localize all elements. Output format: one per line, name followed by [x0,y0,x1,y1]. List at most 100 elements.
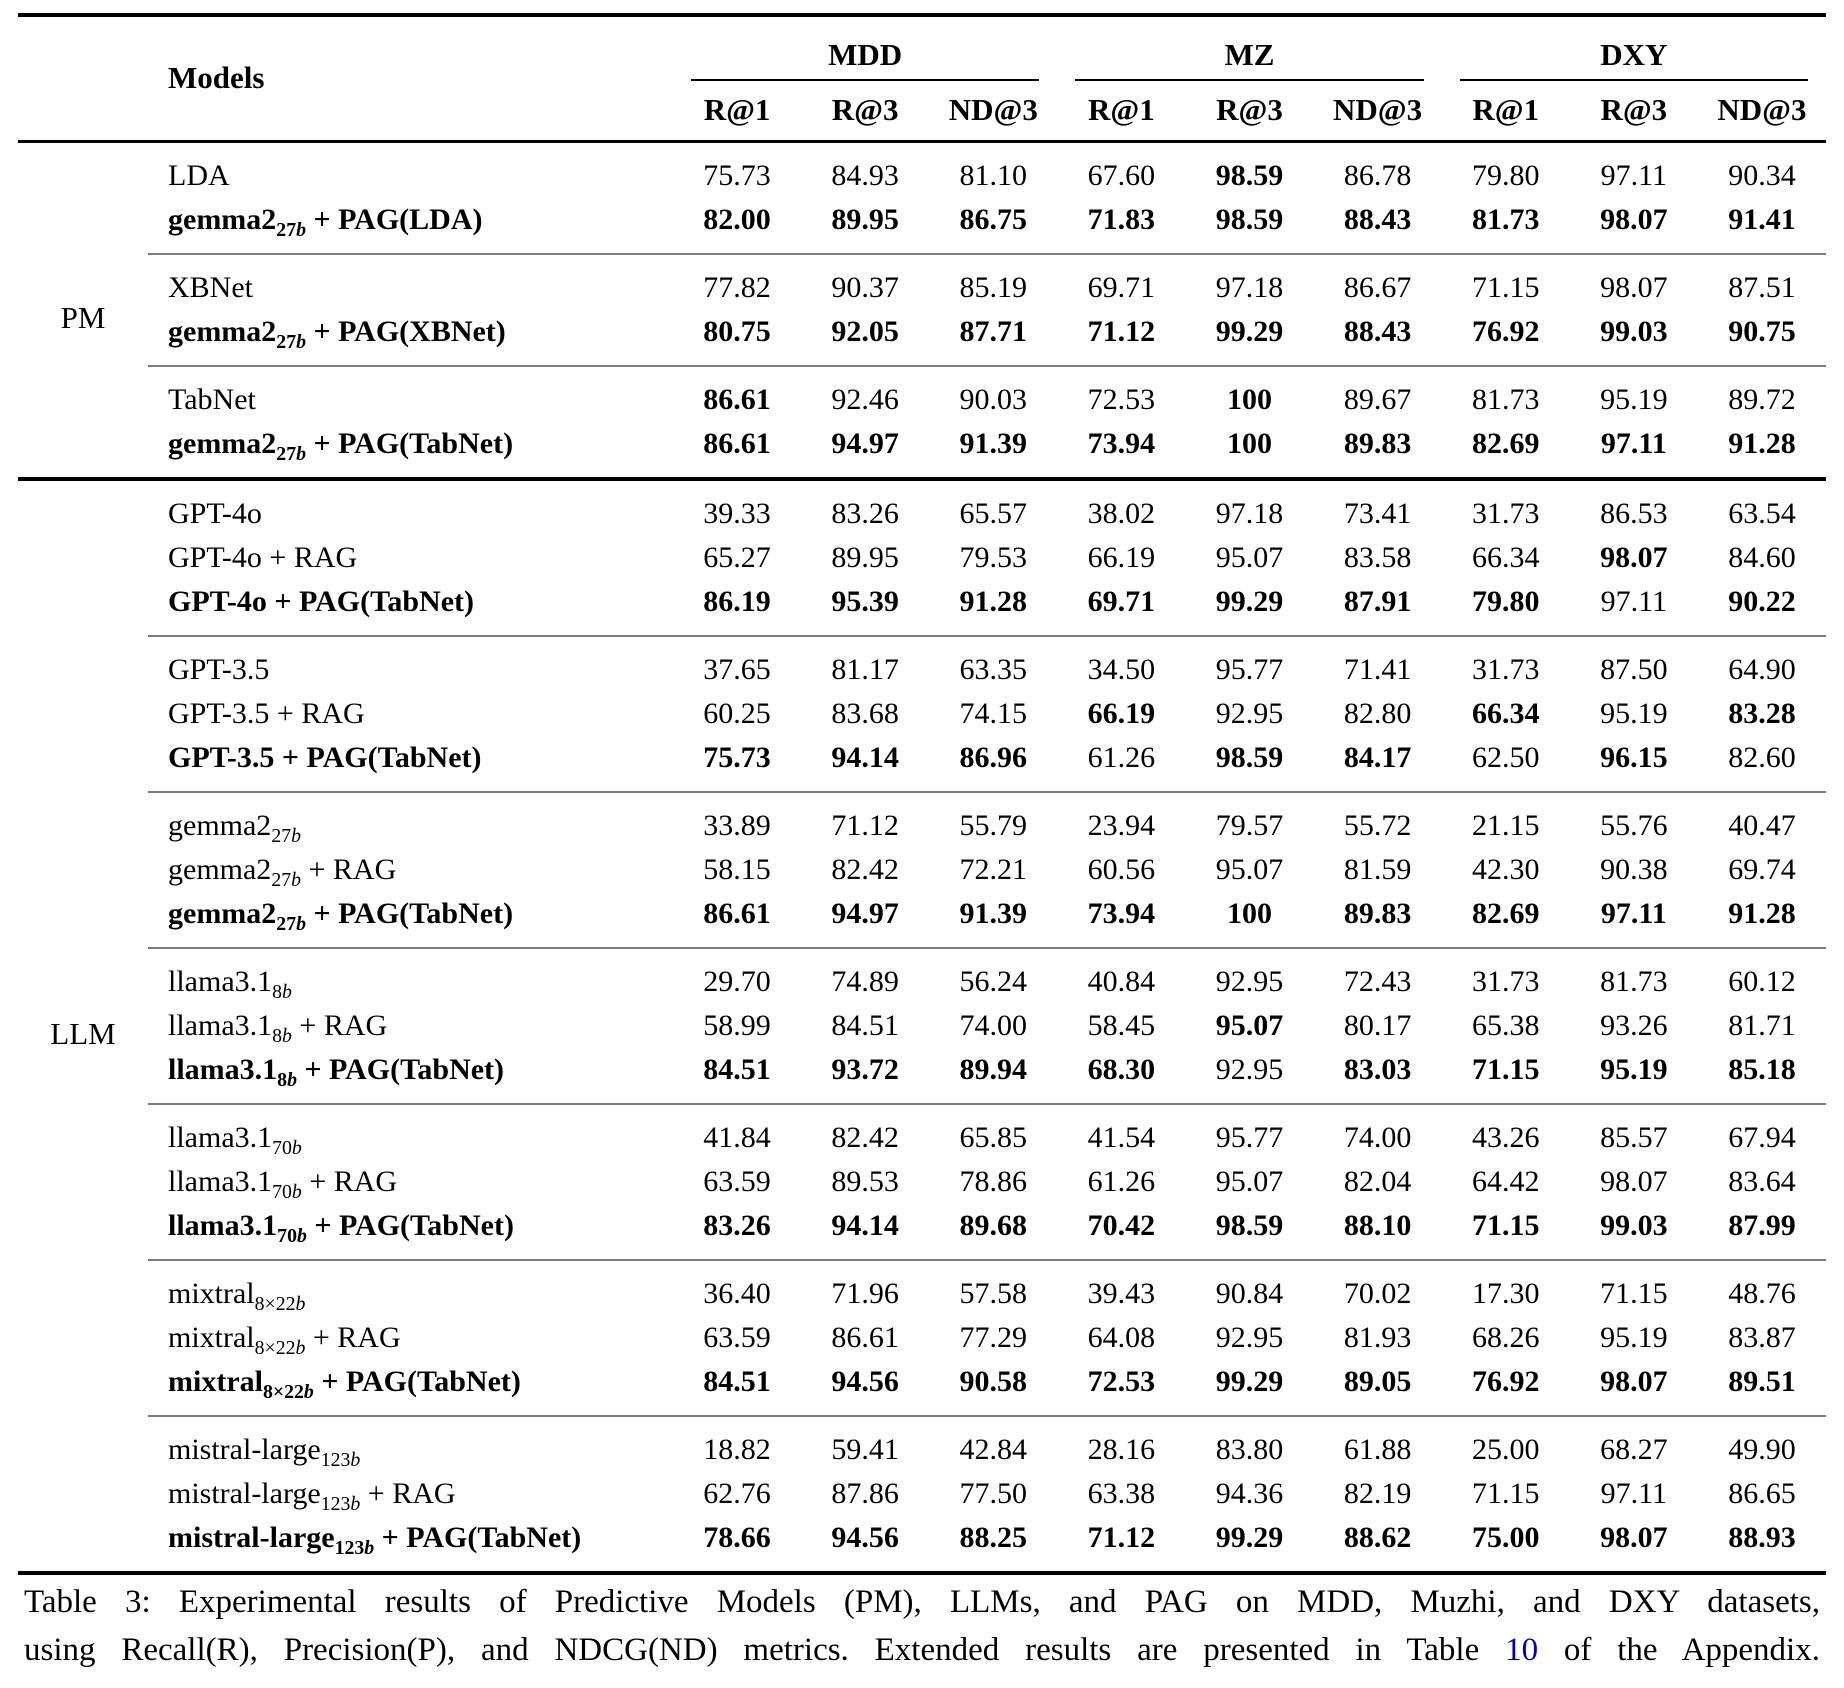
metric-value: 89.05 [1313,1359,1442,1417]
table-row: GPT-4o + RAG 65.27 89.95 79.53 66.19 95.07 83.… [18,536,1826,580]
table-row: gemma227b + PAG(TabNet) 86.61 94.97 91.39 73… [18,891,1826,949]
metric-value: 65.57 [959,496,1028,530]
metric-value: 98.59 [1215,158,1284,192]
metric-value: 40.84 [1087,964,1156,998]
metric-value: 90.75 [1697,309,1826,367]
metric-value: 81.10 [959,158,1028,192]
metric-value: 33.89 [703,808,771,842]
metric-value: 81.93 [1343,1320,1412,1354]
metric-value: 82.69 [1441,421,1570,481]
model-name: mixtral8×22b + PAG(TabNet) [148,1359,673,1417]
metric-value: 81.73 [1441,197,1570,255]
metric-value: 82.42 [831,1120,899,1154]
results-table: Models MDD MZ DXY R@1 R@3 ND@3 R@1 R@3 N… [18,13,1826,1575]
metric-value: 83.80 [1215,1432,1284,1466]
metric-value: 97.11 [1569,579,1698,637]
metric-value: 65.27 [703,540,771,574]
metric-value: 97.11 [1569,891,1698,949]
model-name: XBNet [168,270,253,304]
metric-value: 61.26 [1087,1164,1156,1198]
metric-value: 56.24 [959,964,1028,998]
metric-value: 94.14 [801,1203,930,1261]
metric-value: 97.11 [1569,421,1698,481]
metric-value: 98.07 [1600,540,1668,574]
header-group-row: Models MDD MZ DXY [18,13,1826,143]
metric-value: 86.65 [1728,1476,1796,1510]
metric-value: 71.15 [1441,1203,1570,1261]
metric-value: 72.43 [1343,964,1412,998]
metric-value: 69.71 [1087,270,1156,304]
metric-header: ND@3 [1313,81,1442,143]
model-name: TabNet [168,382,256,416]
metric-value: 86.75 [929,197,1058,255]
metric-value: 99.03 [1569,1203,1698,1261]
metric-value: 91.28 [1697,421,1826,481]
metric-value: 55.72 [1343,808,1412,842]
metric-value: 89.83 [1313,421,1442,481]
metric-value: 69.71 [1057,579,1186,637]
metric-value: 61.88 [1343,1432,1412,1466]
metric-value: 88.10 [1313,1203,1442,1261]
metric-value: 70.42 [1057,1203,1186,1261]
caption-text-after-link: of the Appendix. [1538,1632,1820,1668]
group-header-label: MZ [1075,38,1424,81]
metric-value: 94.56 [801,1515,930,1575]
model-name: gemma227b + PAG(TabNet) [148,891,673,949]
metric-value: 83.28 [1728,696,1796,730]
metric-value: 55.76 [1600,808,1668,842]
metric-value: 93.72 [801,1047,930,1105]
metric-value: 65.38 [1471,1008,1540,1042]
table-10-link[interactable]: 10 [1505,1632,1539,1668]
metric-value: 55.79 [959,808,1028,842]
table-row: llama3.170b + PAG(TabNet) 83.26 94.14 89.68… [18,1203,1826,1261]
caption-line-1: Table 3: Experimental results of Predict… [24,1584,1820,1620]
metric-value: 79.53 [959,540,1028,574]
metric-value: 42.84 [959,1432,1028,1466]
metric-value: 69.74 [1728,852,1796,886]
metric-value: 61.26 [1057,735,1186,793]
metric-value: 96.15 [1569,735,1698,793]
section-label-pm: PM [18,141,148,481]
metric-value: 90.38 [1600,852,1668,886]
metric-value: 31.73 [1471,496,1540,530]
metric-value: 77.82 [703,270,771,304]
metric-value: 71.15 [1471,1476,1540,1510]
metric-value: 66.19 [1087,540,1156,574]
metric-value: 64.08 [1087,1320,1156,1354]
model-name: gemma227b + RAG [168,852,397,891]
metric-value: 100 [1226,382,1272,416]
metric-value: 88.43 [1313,197,1442,255]
metric-value: 58.99 [703,1008,771,1042]
table-row: GPT-3.5 37.65 81.17 63.35 34.50 95.77 71.41 31.… [18,636,1826,692]
metric-value: 63.38 [1087,1476,1156,1510]
metric-value: 29.70 [703,964,771,998]
model-name: mixtral8×22b [168,1276,306,1315]
metric-value: 81.71 [1728,1008,1796,1042]
group-header-mz: MZ [1057,13,1442,81]
metric-value: 82.60 [1697,735,1826,793]
metric-value: 97.11 [1600,1476,1668,1510]
metric-value: 92.46 [831,382,899,416]
metric-value: 82.69 [1441,891,1570,949]
metric-value: 100 [1185,421,1314,481]
metric-value: 88.93 [1697,1515,1826,1575]
metric-value: 68.30 [1057,1047,1186,1105]
metric-value: 83.26 [673,1203,802,1261]
metric-value: 87.99 [1697,1203,1826,1261]
table-row: XBNet 77.82 90.37 85.19 69.71 97.18 86.67 71.15… [18,254,1826,310]
metric-value: 58.15 [703,852,771,886]
metric-value: 95.19 [1600,696,1668,730]
metric-value: 94.36 [1215,1476,1284,1510]
metric-value: 86.61 [703,382,771,416]
metric-value: 48.76 [1728,1276,1796,1310]
metric-header: ND@3 [929,81,1058,143]
model-name: gemma227b + PAG(LDA) [148,197,673,255]
metric-header: R@3 [1185,81,1314,143]
metric-value: 95.07 [1215,540,1284,574]
metric-value: 63.54 [1728,496,1796,530]
metric-value: 89.53 [831,1164,899,1198]
metric-value: 84.51 [831,1008,899,1042]
metric-value: 82.42 [831,852,899,886]
model-name: gemma227b + PAG(XBNet) [148,309,673,367]
metric-value: 88.25 [929,1515,1058,1575]
